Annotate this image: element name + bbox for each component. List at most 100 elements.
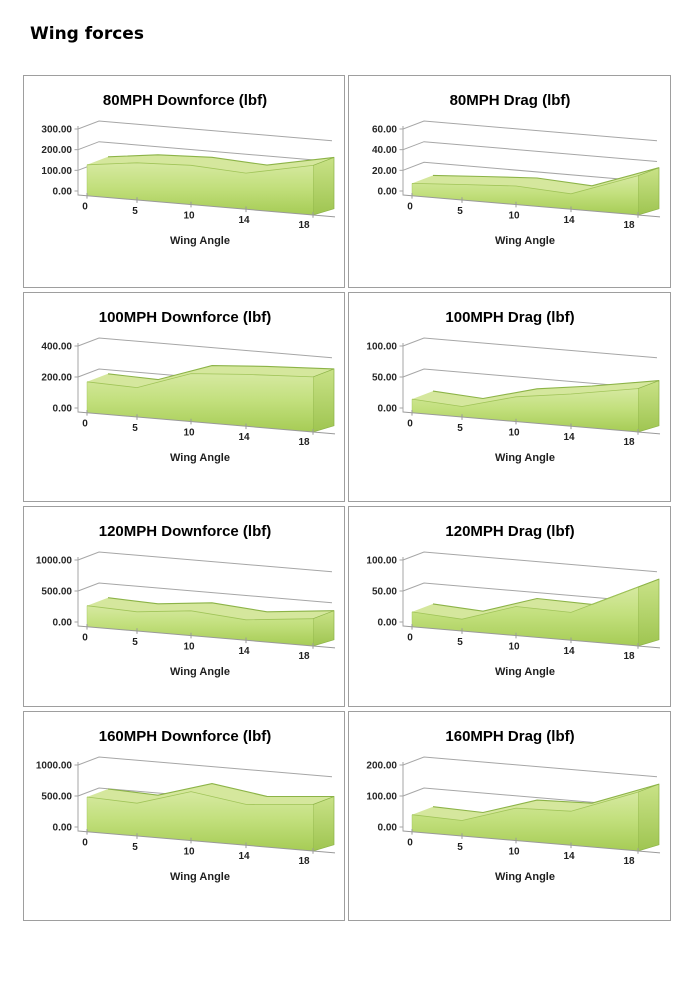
area-chart-160mph-downforce: 0.00 500.00 1000.00 0 5 10 14 18 Wing Angle 160MP… xyxy=(36,728,336,883)
x-tick-label: 14 xyxy=(238,851,250,862)
chart-panel-160mph-drag: 0.00 100.00 200.00 0 5 10 14 18 Wing Angle 160MPH… xyxy=(348,711,671,921)
chart-panel-100mph-drag: 0.00 50.00 100.00 0 5 10 14 18 Wing Angle 100MPH … xyxy=(348,292,671,502)
y-tick-label: 500.00 xyxy=(41,792,72,803)
chart-panel-160mph-downforce: 0.00 500.00 1000.00 0 5 10 14 18 Wing Angle 160MP… xyxy=(23,711,345,921)
x-tick-label: 10 xyxy=(508,641,520,652)
x-tick-label: 5 xyxy=(457,637,463,648)
x-tick-label: 0 xyxy=(82,633,88,644)
x-tick-label: 14 xyxy=(238,432,250,443)
x-tick-label: 0 xyxy=(407,419,413,430)
area-series xyxy=(411,380,660,433)
area-series xyxy=(411,578,660,647)
x-tick-label: 0 xyxy=(407,838,413,849)
y-tick-label: 50.00 xyxy=(372,587,397,598)
area-series xyxy=(86,597,335,647)
y-tick-label: 200.00 xyxy=(366,761,397,772)
chart-title: 120MPH Drag (lbf) xyxy=(445,523,574,540)
x-axis-title: Wing Angle xyxy=(495,452,555,464)
y-tick-label: 0.00 xyxy=(53,187,73,198)
y-tick-label: 100.00 xyxy=(41,166,72,177)
x-tick-label: 18 xyxy=(298,856,310,867)
x-tick-label: 14 xyxy=(238,215,250,226)
x-axis-title: Wing Angle xyxy=(170,452,230,464)
x-tick-label: 5 xyxy=(457,206,463,217)
x-tick-label: 10 xyxy=(183,427,195,438)
x-tick-label: 14 xyxy=(563,432,575,443)
area-series xyxy=(86,783,335,852)
area-series xyxy=(411,167,660,216)
area-chart-120mph-drag: 0.00 50.00 100.00 0 5 10 14 18 Wing Angle 120MPH … xyxy=(366,523,661,678)
chart-title: 120MPH Downforce (lbf) xyxy=(99,523,272,540)
area-series xyxy=(86,154,335,216)
area-chart-80mph-downforce: 0.00 100.00 200.00 300.00 0 5 10 14 18 Wing Angle… xyxy=(41,92,336,247)
x-tick-label: 18 xyxy=(298,651,310,662)
x-tick-label: 10 xyxy=(508,427,520,438)
x-tick-label: 10 xyxy=(183,210,195,221)
x-axis-title: Wing Angle xyxy=(495,666,555,678)
chart-title: 100MPH Drag (lbf) xyxy=(445,309,574,326)
y-tick-label: 0.00 xyxy=(378,404,398,415)
chart-panel-80mph-downforce: 0.00 100.00 200.00 300.00 0 5 10 14 18 Wing Angle… xyxy=(23,75,345,288)
y-tick-label: 0.00 xyxy=(53,823,73,834)
x-tick-label: 18 xyxy=(623,220,635,231)
chart-title: 80MPH Downforce (lbf) xyxy=(103,92,267,109)
chart-title: 160MPH Downforce (lbf) xyxy=(99,728,272,745)
x-tick-label: 0 xyxy=(82,202,88,213)
chart-panel-100mph-downforce: 0.00 200.00 400.00 0 5 10 14 18 Wing Angle 100MPH… xyxy=(23,292,345,502)
x-tick-label: 0 xyxy=(82,419,88,430)
y-tick-label: 100.00 xyxy=(366,556,397,567)
y-tick-label: 0.00 xyxy=(53,404,73,415)
x-axis-title: Wing Angle xyxy=(170,871,230,883)
y-tick-label: 100.00 xyxy=(366,342,397,353)
x-axis-title: Wing Angle xyxy=(170,235,230,247)
y-tick-label: 200.00 xyxy=(41,373,72,384)
x-tick-label: 10 xyxy=(183,846,195,857)
area-chart-160mph-drag: 0.00 100.00 200.00 0 5 10 14 18 Wing Angle 160MPH… xyxy=(366,728,661,883)
x-tick-label: 5 xyxy=(132,206,138,217)
chart-title: 100MPH Downforce (lbf) xyxy=(99,309,272,326)
y-tick-label: 500.00 xyxy=(41,587,72,598)
y-tick-label: 0.00 xyxy=(378,187,398,198)
x-axis-title: Wing Angle xyxy=(170,666,230,678)
y-tick-label: 1000.00 xyxy=(36,761,73,772)
y-tick-label: 60.00 xyxy=(372,125,397,136)
x-tick-label: 5 xyxy=(457,842,463,853)
x-tick-label: 18 xyxy=(298,437,310,448)
y-tick-label: 0.00 xyxy=(378,823,398,834)
x-tick-label: 10 xyxy=(508,210,520,221)
area-series xyxy=(411,783,660,852)
x-tick-label: 18 xyxy=(298,220,310,231)
chart-title: 80MPH Drag (lbf) xyxy=(450,92,571,109)
x-tick-label: 18 xyxy=(623,651,635,662)
x-axis-title: Wing Angle xyxy=(495,871,555,883)
x-tick-label: 14 xyxy=(563,851,575,862)
x-tick-label: 5 xyxy=(132,423,138,434)
y-tick-label: 0.00 xyxy=(378,618,398,629)
x-tick-label: 5 xyxy=(132,637,138,648)
y-tick-label: 50.00 xyxy=(372,373,397,384)
x-tick-label: 10 xyxy=(508,846,520,857)
x-tick-label: 0 xyxy=(407,633,413,644)
area-chart-80mph-drag: 0.00 20.00 40.00 60.00 0 5 10 14 18 Wing Angle 80M… xyxy=(372,92,661,247)
area-series xyxy=(86,365,335,433)
area-chart-120mph-downforce: 0.00 500.00 1000.00 0 5 10 14 18 Wing Angle 120MP… xyxy=(36,523,336,678)
x-tick-label: 5 xyxy=(132,842,138,853)
chart-title: 160MPH Drag (lbf) xyxy=(445,728,574,745)
y-tick-label: 300.00 xyxy=(41,125,72,136)
y-tick-label: 1000.00 xyxy=(36,556,73,567)
chart-panel-120mph-downforce: 0.00 500.00 1000.00 0 5 10 14 18 Wing Angle 120MP… xyxy=(23,506,345,707)
y-tick-label: 20.00 xyxy=(372,166,397,177)
area-chart-100mph-downforce: 0.00 200.00 400.00 0 5 10 14 18 Wing Angle 100MPH… xyxy=(41,309,336,464)
page-title: Wing forces xyxy=(30,24,144,44)
y-tick-label: 40.00 xyxy=(372,145,397,156)
x-tick-label: 5 xyxy=(457,423,463,434)
chart-panel-120mph-drag: 0.00 50.00 100.00 0 5 10 14 18 Wing Angle 120MPH … xyxy=(348,506,671,707)
x-tick-label: 14 xyxy=(563,646,575,657)
charts-grid: 0.00 100.00 200.00 300.00 0 5 10 14 18 Wing Angle… xyxy=(23,75,671,921)
y-tick-label: 400.00 xyxy=(41,342,72,353)
area-chart-100mph-drag: 0.00 50.00 100.00 0 5 10 14 18 Wing Angle 100MPH … xyxy=(366,309,661,464)
x-tick-label: 14 xyxy=(238,646,250,657)
x-tick-label: 14 xyxy=(563,215,575,226)
chart-panel-80mph-drag: 0.00 20.00 40.00 60.00 0 5 10 14 18 Wing Angle 80M… xyxy=(348,75,671,288)
x-tick-label: 0 xyxy=(407,202,413,213)
